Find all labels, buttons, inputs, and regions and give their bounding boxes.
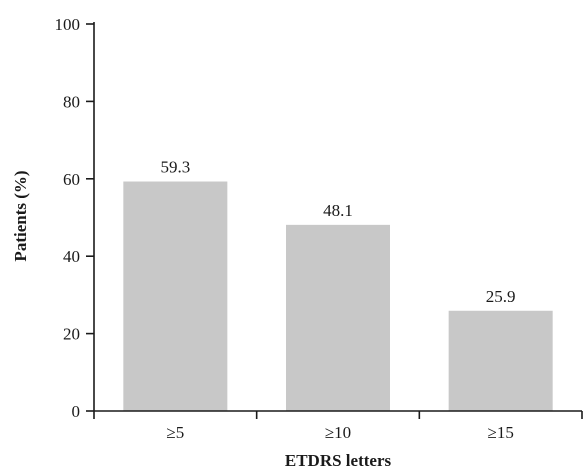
bars <box>123 181 553 411</box>
x-tick-label: ≥15 <box>487 423 513 442</box>
y-tick-label: 60 <box>63 170 80 189</box>
data-labels: 59.3 48.1 25.9 <box>160 158 515 306</box>
y-tick-label: 80 <box>63 92 80 111</box>
data-label: 48.1 <box>323 201 353 220</box>
bar <box>286 224 390 411</box>
x-axis-title: ETDRS letters <box>285 451 392 470</box>
y-tick-label: 40 <box>63 247 80 266</box>
axes: 0 20 40 60 80 100 ≥5 ≥10 ≥15 <box>55 15 583 442</box>
x-tick-label: ≥10 <box>325 423 351 442</box>
data-label: 59.3 <box>160 158 190 177</box>
bar <box>123 181 228 411</box>
y-tick-label: 0 <box>72 402 81 421</box>
y-tick-label: 100 <box>55 15 81 34</box>
bar <box>448 310 553 411</box>
y-axis-title: Patients (%) <box>11 170 30 261</box>
data-label: 25.9 <box>486 287 516 306</box>
x-tick-label: ≥5 <box>166 423 184 442</box>
y-tick-label: 20 <box>63 325 80 344</box>
